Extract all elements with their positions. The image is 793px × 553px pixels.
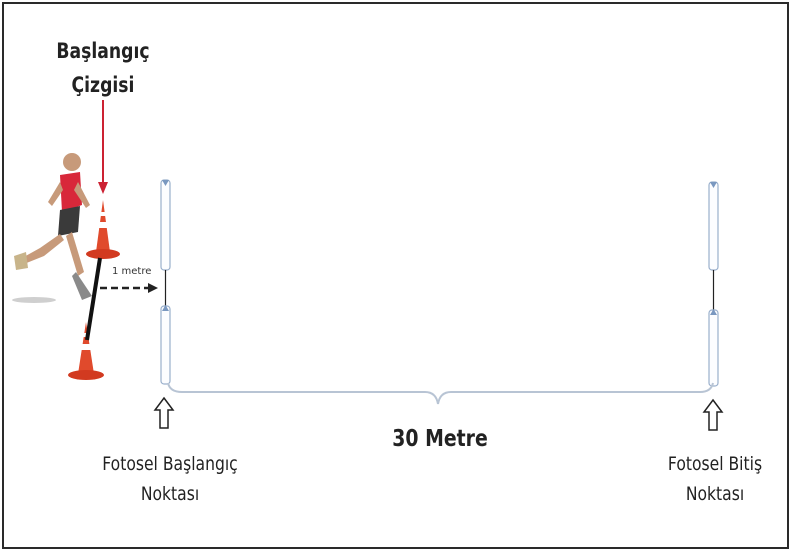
distance-label: 30 Metre	[392, 426, 488, 452]
one-metre-label: 1 metre	[112, 266, 152, 277]
photocell-start-label: Fotosel Başlangıç Noktası	[72, 449, 269, 509]
cone-lower	[68, 322, 104, 380]
start-line-label-line2: Çizgisi	[71, 73, 135, 97]
start-line-label-line1: Başlangıç	[56, 39, 150, 63]
photocell-start-pole	[160, 179, 171, 385]
photocell-end-label-line1: Fotosel Bitiş	[667, 453, 763, 475]
photocell-start-label-line1: Fotosel Başlangıç	[102, 453, 238, 475]
runner-figure	[12, 153, 92, 303]
photocell-end-arrow	[702, 398, 724, 431]
start-line-arrow	[98, 100, 108, 194]
photocell-end-pole	[708, 181, 719, 387]
photocell-start-label-line2: Noktası	[140, 483, 200, 505]
start-line	[85, 257, 102, 341]
one-metre-arrow	[100, 283, 158, 293]
distance-brace	[167, 382, 714, 405]
photocell-end-label: Fotosel Bitiş Noktası	[637, 449, 793, 509]
start-line-label: Başlangıç Çizgisi	[42, 34, 165, 102]
photocell-end-label-line2: Noktası	[685, 483, 745, 505]
cone-upper	[86, 200, 120, 259]
photocell-start-arrow	[153, 396, 175, 429]
